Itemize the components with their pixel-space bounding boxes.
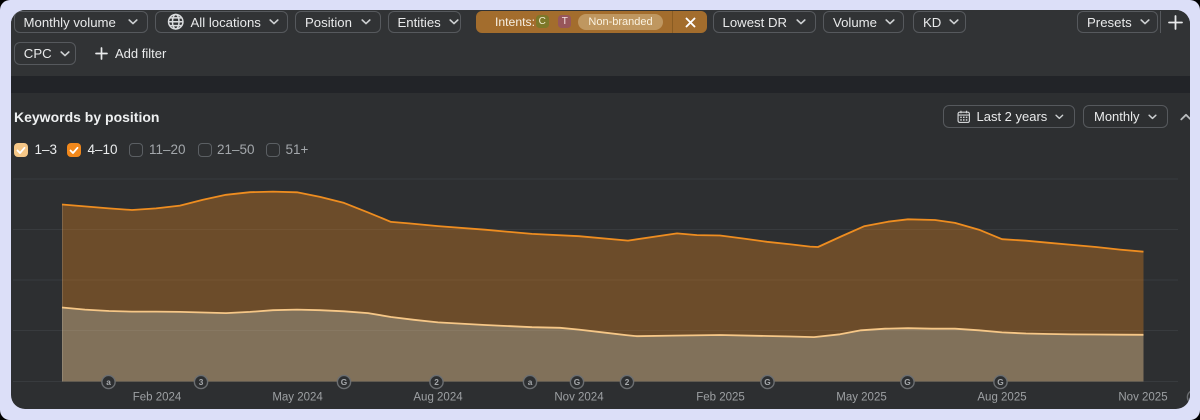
svg-text:a: a [106,377,111,387]
svg-text:Aug 2024: Aug 2024 [413,392,463,404]
svg-text:G: G [997,377,1003,387]
svg-text:2: 2 [625,377,630,387]
svg-text:Feb 2024: Feb 2024 [133,392,182,404]
svg-text:G: G [341,377,347,387]
svg-text:Feb 2025: Feb 2025 [696,392,745,404]
svg-text:Nov 2025: Nov 2025 [1118,392,1167,404]
svg-text:2: 2 [434,377,439,387]
svg-text:G: G [904,377,910,387]
svg-text:3: 3 [199,377,204,387]
svg-text:Aug 2025: Aug 2025 [977,392,1026,404]
svg-text:Nov 2024: Nov 2024 [554,392,604,404]
svg-text:a: a [528,377,533,387]
svg-text:May 2024: May 2024 [272,392,323,404]
svg-text:May 2025: May 2025 [836,392,887,404]
svg-text:G: G [764,377,770,387]
svg-text:G: G [574,377,580,387]
